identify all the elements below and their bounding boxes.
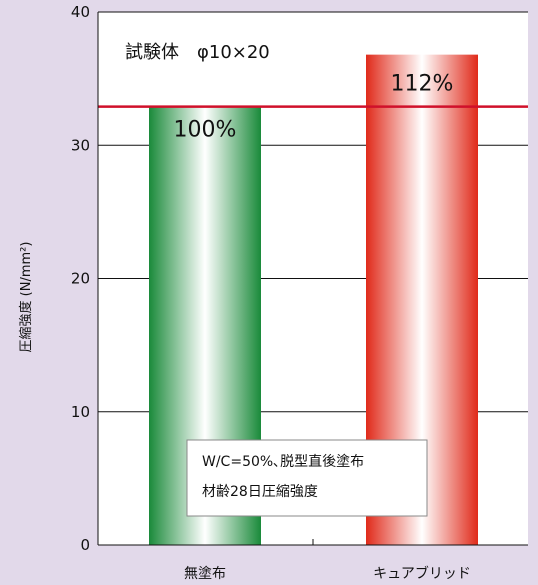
y-tick-label-0: 0 [80,536,90,554]
chart-specimen-label: 試験体 φ10×20 [125,42,270,63]
category-label-1: キュアブリッド [373,565,471,582]
category-label-0: 無塗布 [184,565,226,582]
y-tick-labels: 0 10 20 30 40 [71,3,90,554]
data-label-1: 112% [391,72,454,97]
x-category-labels: 無塗布 キュアブリッド [184,565,471,582]
y-tick-label-30: 30 [71,136,90,154]
note-line-1: W/C=50%､脱型直後塗布 [202,453,364,470]
y-tick-label-10: 10 [71,403,90,421]
note-line-2: 材齢28日圧縮強度 [202,484,318,500]
data-label-0: 100% [174,118,237,143]
y-tick-label-40: 40 [71,3,90,21]
y-axis-label: 圧縮強度 (N/mm²) [18,242,34,353]
data-labels: 100% 112% [174,72,454,143]
note-box: W/C=50%､脱型直後塗布 材齢28日圧縮強度 [186,439,428,517]
y-tick-label-20: 20 [71,270,90,288]
